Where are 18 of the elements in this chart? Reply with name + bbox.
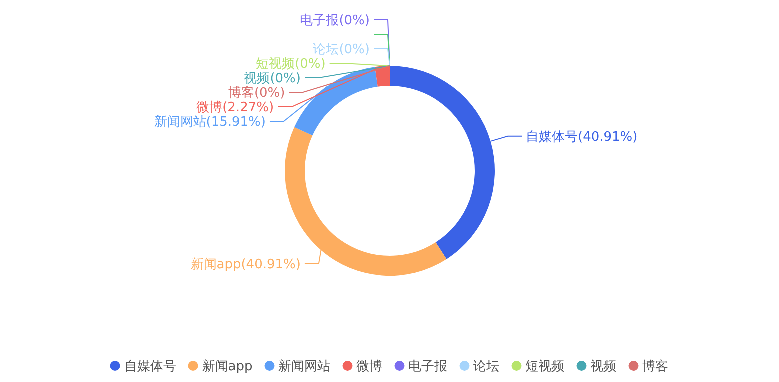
legend-label: 短视频: [526, 360, 565, 374]
category-label: 视频(0%): [244, 72, 302, 86]
legend-label: 新闻网站: [278, 360, 331, 374]
legend-label: 论坛: [474, 360, 500, 374]
legend-label: 视频: [590, 360, 617, 374]
legend-label: 微博: [356, 360, 383, 374]
category-label: 新闻网站(15.91%): [154, 115, 266, 130]
legend-label: 新闻app: [202, 360, 253, 374]
category-label: 电子报(0%): [300, 14, 370, 28]
category-label: 新闻app(40.91%): [190, 257, 301, 272]
category-label: 自媒体号(40.91%): [526, 130, 638, 145]
category-label: 短视频(0%): [256, 57, 326, 72]
legend-label: 博客: [642, 358, 669, 374]
category-label: 论坛(0%): [313, 42, 370, 58]
legend-label: 电子报: [408, 360, 448, 374]
category-label: 博客(0%): [228, 86, 286, 101]
category-label: 微博(2.27%): [196, 100, 274, 116]
legend-label: 自媒体号: [124, 360, 176, 374]
